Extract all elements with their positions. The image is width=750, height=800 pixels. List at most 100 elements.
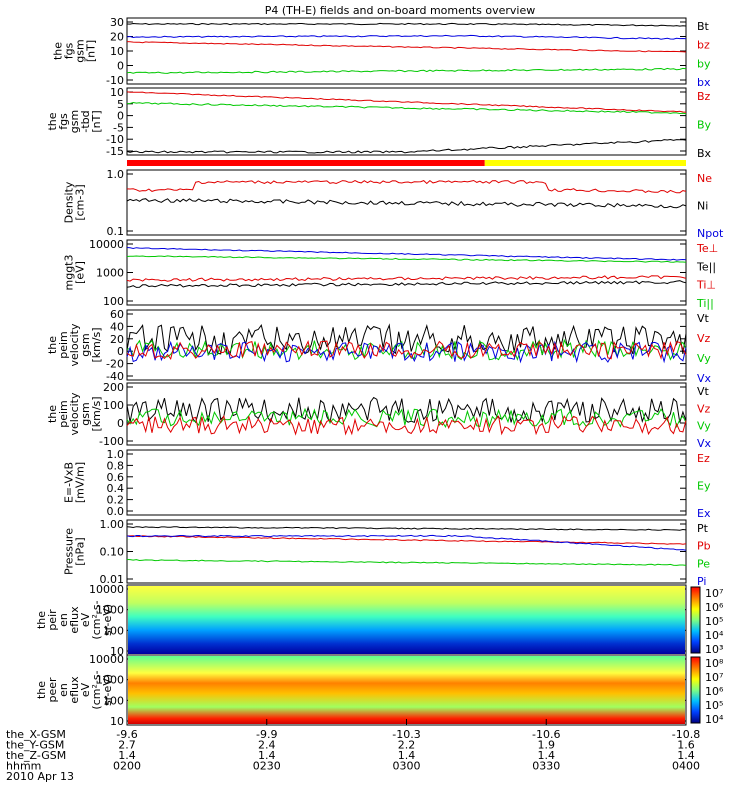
- colorbar-label: 10⁷: [705, 587, 723, 600]
- x-tick-label: 2.2: [398, 739, 416, 752]
- x-row-label: the_Z-GSM: [6, 749, 66, 762]
- x-row-label: hhmm: [6, 760, 41, 773]
- legend-entry: Ti⊥: [696, 279, 716, 292]
- series-trace: [126, 396, 687, 424]
- x-tick-label: 1.9: [538, 739, 556, 752]
- colorbar-label: 10⁶: [705, 601, 724, 614]
- y-tick-label: 10000: [89, 653, 124, 666]
- legend-entry: Ni: [697, 200, 708, 213]
- y-tick-label: 10: [110, 86, 124, 99]
- x-tick-label: -10.8: [672, 728, 700, 741]
- legend-entry: Pi: [697, 575, 706, 588]
- y-axis-label: Pressure[nPa]: [63, 528, 87, 575]
- y-tick-label: 0.6: [107, 471, 125, 484]
- chart-title: P4 (TH-E) fields and on-board moments ov…: [265, 4, 536, 17]
- series-trace: [126, 534, 687, 551]
- x-tick-label: 0230: [253, 760, 281, 773]
- series-trace: [126, 338, 687, 361]
- legend-entry: bx: [697, 76, 711, 89]
- series-trace: [126, 407, 687, 429]
- y-tick-label: 1000: [96, 604, 124, 617]
- panel-frame-velocity-e: [126, 309, 687, 381]
- y-tick-label: 0.10: [100, 546, 125, 559]
- legend-entry: Vx: [697, 372, 712, 385]
- x-tick-label: 2.7: [118, 739, 136, 752]
- y-axis-label: mggt3[eV]: [63, 255, 87, 291]
- spectrogram: [128, 656, 685, 724]
- y-tick-label: 0.1: [107, 225, 125, 238]
- y-tick-label: 0: [117, 345, 124, 358]
- x-tick-label: 0300: [393, 760, 421, 773]
- x-tick-label: 2.4: [258, 739, 276, 752]
- series-trace: [126, 340, 687, 364]
- series-trace: [126, 34, 687, 40]
- colorbar-label: 10⁶: [705, 685, 724, 698]
- x-tick-label: 1.6: [677, 739, 695, 752]
- x-row-label: the_X-GSM: [6, 728, 66, 741]
- y-tick-label: 30: [110, 16, 124, 29]
- y-tick-label: 5: [117, 98, 124, 111]
- y-tick-label: 0.0: [107, 505, 125, 518]
- x-row-label: the_Y-GSM: [6, 739, 64, 752]
- series-trace: [126, 339, 687, 361]
- legend-entry: By: [697, 119, 712, 132]
- legend-entry: Bz: [697, 90, 711, 103]
- y-tick-label: 20: [110, 31, 124, 44]
- x-tick-label: -10.3: [392, 728, 420, 741]
- y-axis-label: thepeirenefluxeV(cm²-s-sr-eV): [35, 600, 114, 639]
- mode-bar-yellow: [484, 160, 686, 166]
- x-tick-label: 1.4: [398, 749, 416, 762]
- y-tick-label: 40: [110, 320, 124, 333]
- y-tick-label: 100: [103, 624, 124, 637]
- y-tick-label: 1.0: [107, 448, 125, 461]
- y-axis-label: Density[cm-3]: [63, 181, 87, 223]
- x-tick-label: 1.4: [677, 749, 695, 762]
- series-trace: [126, 526, 687, 531]
- colorbar: [690, 586, 701, 654]
- legend-entry: Bt: [697, 20, 710, 33]
- y-tick-label: -5: [113, 121, 124, 134]
- legend-entry: Npot: [697, 227, 724, 240]
- legend-entry: Vy: [697, 352, 711, 365]
- panel-frame-density: [126, 169, 687, 236]
- x-tick-label: 1.4: [118, 749, 136, 762]
- colorbar-label: 10⁴: [705, 713, 724, 726]
- colorbar-label: 10³: [705, 643, 723, 656]
- colorbar-label: 10⁸: [705, 657, 724, 670]
- spectrogram: [128, 586, 685, 654]
- y-tick-label: 1000: [96, 674, 124, 687]
- series-trace: [126, 101, 687, 115]
- series-trace: [126, 247, 687, 261]
- series-trace: [126, 198, 687, 209]
- colorbar-label: 10⁴: [705, 629, 724, 642]
- x-tick-label: -9.6: [116, 728, 137, 741]
- y-tick-label: 10000: [89, 583, 124, 596]
- y-tick-label: 100: [103, 399, 124, 412]
- y-tick-label: -20: [106, 358, 124, 371]
- y-tick-label: 1000: [96, 267, 124, 280]
- y-tick-label: 0.01: [100, 573, 125, 586]
- x-tick-label: 1.4: [538, 749, 556, 762]
- colorbar-label: 10⁵: [705, 699, 723, 712]
- panel-frame-fgs-gsm: [126, 17, 687, 85]
- panel-frame-fgs-gse-tbd: [126, 87, 687, 156]
- panel-frame-efield: [126, 449, 687, 516]
- legend-entry: Vz: [697, 332, 711, 345]
- y-axis-label: thepeimvelocitygsm[km/s]: [46, 323, 103, 366]
- series-trace: [126, 138, 687, 154]
- y-tick-label: 0: [117, 110, 124, 123]
- x-tick-label: -9.9: [256, 728, 277, 741]
- legend-entry: Vt: [697, 385, 710, 398]
- y-tick-label: -15: [106, 145, 124, 158]
- y-tick-label: 10000: [89, 238, 124, 251]
- series-trace: [127, 535, 687, 545]
- y-tick-label: 20: [110, 333, 124, 346]
- x-tick-label: 1.4: [258, 749, 276, 762]
- legend-entry: Vx: [697, 437, 712, 450]
- y-tick-label: 200: [103, 381, 124, 394]
- legend-entry: Ex: [697, 507, 711, 520]
- y-tick-label: 0.8: [107, 459, 125, 472]
- y-tick-label: 10: [110, 645, 124, 658]
- legend-entry: Pe: [697, 557, 710, 570]
- y-tick-label: 100: [103, 694, 124, 707]
